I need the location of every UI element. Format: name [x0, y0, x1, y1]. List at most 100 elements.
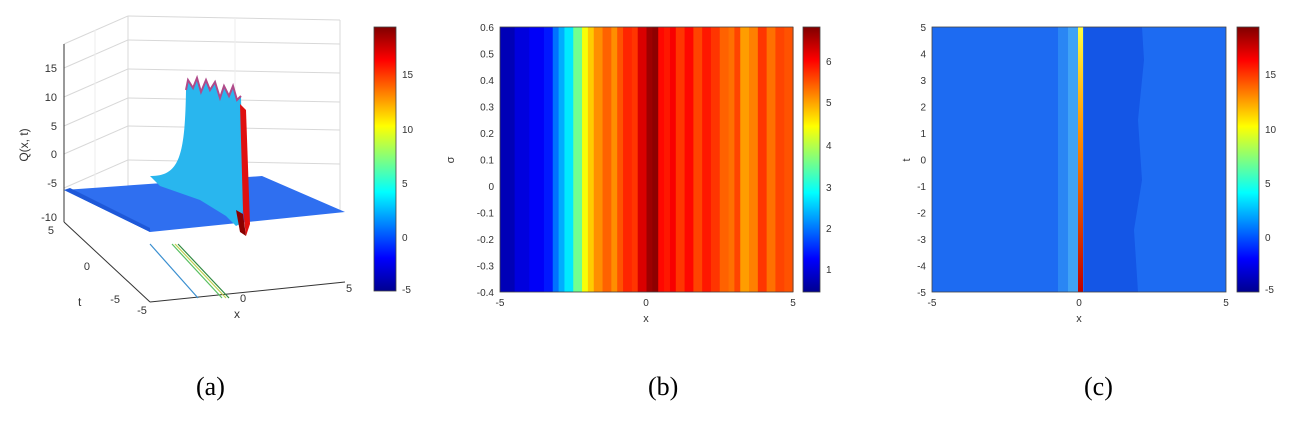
heatmap-stripe: [766, 27, 777, 292]
y-tick: 0.2: [480, 129, 494, 140]
y-tick: 0.6: [480, 23, 494, 34]
heatmap-stripe: [637, 27, 648, 292]
heatmap-stripe: [675, 27, 686, 292]
z-tick: -5: [47, 178, 57, 190]
y-tick: 1: [920, 129, 926, 140]
heatmap-stripe: [631, 27, 639, 292]
z-tick: 5: [51, 121, 57, 133]
y-tick: 0: [488, 182, 494, 193]
heatmap-stripe: [702, 27, 712, 292]
x-axis-label: x: [643, 313, 649, 325]
y-tick: 0.4: [480, 76, 494, 87]
heatmap-stripe: [719, 27, 730, 292]
t-tick: 0: [84, 261, 90, 273]
axis-lines-a: [63, 44, 346, 303]
caption-b: (b): [648, 372, 679, 401]
z-axis-label: Q(x, t): [17, 128, 31, 161]
panel-b-heatmap: 0.6 0.5 0.4 0.3 0.2 0.1 0 -0.1 -0.2 -0.3 -0.4 -5 0…: [445, 23, 832, 325]
colorbar-tick: 2: [826, 224, 832, 235]
colorbar-a: [373, 26, 397, 292]
colorbar-tick: 5: [1265, 179, 1271, 190]
x-axis-label: x: [1076, 313, 1082, 325]
surface-dip-dark: [236, 210, 246, 236]
heatmap-stripe: [543, 27, 554, 292]
heatmap-stripe: [611, 27, 618, 292]
heatmap-stripe: [784, 27, 794, 292]
heatmap-stripe: [593, 27, 604, 292]
colorbar-tick: 1: [826, 265, 832, 276]
colorbar-tick: 10: [1265, 125, 1277, 136]
heatmap-stripe: [558, 27, 566, 292]
t-tick: 5: [48, 225, 54, 237]
heatmap-stripe: [602, 27, 612, 292]
colorbar-tick: 15: [1265, 70, 1277, 81]
y-tick: 5: [920, 23, 926, 34]
x-tick: 0: [1076, 298, 1082, 309]
heatmap-stripe: [669, 27, 677, 292]
colorbar-tick: -5: [1265, 285, 1274, 296]
z-tick: 10: [45, 92, 57, 104]
colorbar-tick: -5: [402, 285, 411, 296]
x-tick: -5: [137, 305, 147, 317]
heatmap-stripe: [734, 27, 741, 292]
y-tick: -4: [917, 262, 926, 273]
y-tick: 4: [920, 50, 926, 61]
colorbar-tick: 5: [826, 98, 832, 109]
y-axis-label: σ: [445, 156, 457, 163]
x-tick: -5: [496, 298, 505, 309]
y-tick: -0.4: [477, 288, 495, 299]
heatmap-stripe: [740, 27, 750, 292]
colorbar-tick: 0: [402, 233, 408, 244]
y-tick: 0: [920, 156, 926, 167]
heatmap-stripe: [582, 27, 589, 292]
colorbar-tick: 6: [826, 57, 832, 68]
colorbar-tick: 5: [402, 179, 408, 190]
surface-shade: [64, 188, 150, 232]
x-tick: 5: [790, 298, 796, 309]
z-tick: -10: [41, 212, 57, 224]
heatmap-stripe: [775, 27, 785, 292]
y-tick: -0.1: [477, 209, 495, 220]
heatmap-stripe: [617, 27, 624, 292]
y-tick: -2: [917, 209, 926, 220]
y-tick: 0.1: [480, 156, 494, 167]
t-tick: -5: [110, 294, 120, 306]
y-tick: 0.5: [480, 50, 494, 61]
y-tick: 3: [920, 76, 926, 87]
heatmap-stripe: [658, 27, 665, 292]
y-axis-label: t: [901, 158, 913, 161]
caption-a: (a): [196, 372, 225, 401]
colorbar-tick: 4: [826, 141, 832, 152]
y-tick: -0.2: [477, 235, 495, 246]
heatmap-stripe: [652, 27, 659, 292]
plot-frame-b: [499, 26, 794, 293]
ridge-highlight: [185, 74, 242, 102]
heatmap-stripes: [500, 27, 794, 292]
colorbar-tick: 0: [1265, 233, 1271, 244]
heatmap-right-region: [1084, 27, 1144, 292]
x-tick: 5: [346, 283, 352, 295]
plot-frame-c: [931, 26, 1227, 293]
z-tick: 0: [51, 149, 57, 161]
x-axis-label: x: [234, 307, 240, 321]
surface-plane: [64, 176, 345, 232]
colorbar-b: [802, 26, 821, 293]
bright-ridge-line: [1078, 27, 1083, 292]
heatmap-stripe: [664, 27, 671, 292]
heatmap-stripe: [684, 27, 694, 292]
x-tick: 0: [643, 298, 649, 309]
x-tick: -5: [928, 298, 937, 309]
colorbar-tick: 3: [826, 183, 832, 194]
heatmap-stripe: [514, 27, 530, 292]
x-tick: 5: [1223, 298, 1229, 309]
heatmap-stripe: [728, 27, 735, 292]
contour-projection: [149, 243, 230, 299]
heatmap-stripe: [529, 27, 545, 292]
surface-ridge: [150, 78, 243, 226]
heatmap-stripe: [623, 27, 633, 292]
heatmap-stripe: [757, 27, 768, 292]
heatmap-stripe: [587, 27, 595, 292]
heatmap-stripe: [693, 27, 703, 292]
x-tick: 0: [240, 293, 246, 305]
heatmap-stripe: [573, 27, 583, 292]
